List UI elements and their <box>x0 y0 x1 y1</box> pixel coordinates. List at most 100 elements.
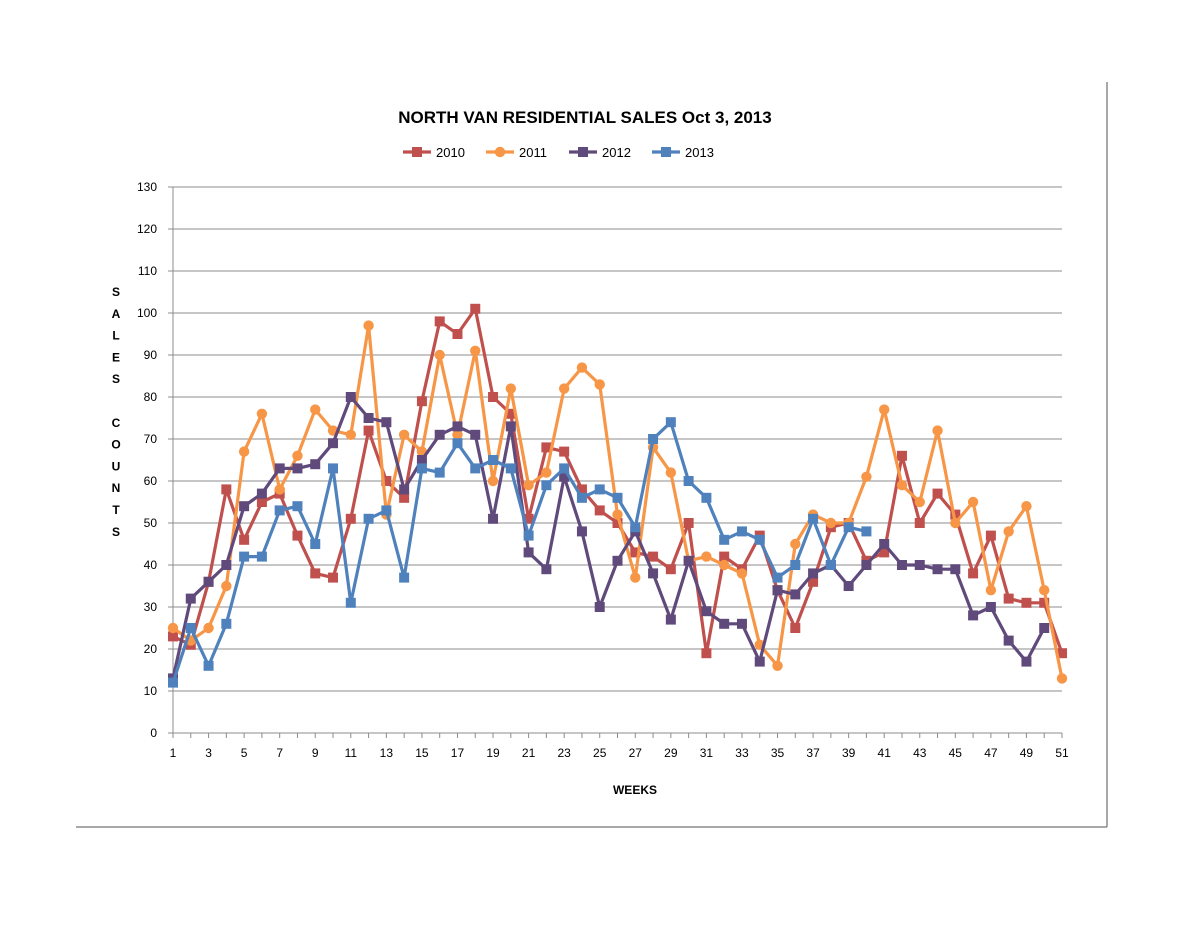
data-point-2012 <box>310 459 321 470</box>
data-point-2013 <box>772 572 783 583</box>
x-tick-label: 11 <box>345 746 358 760</box>
y-tick-label: 10 <box>144 684 158 698</box>
data-point-2011 <box>594 379 605 390</box>
x-tick-label: 27 <box>629 746 643 760</box>
x-tick-label: 9 <box>312 746 319 760</box>
data-point-2012 <box>488 513 499 524</box>
x-axis-title: WEEKS <box>613 783 657 797</box>
data-point-2013 <box>256 551 267 562</box>
legend-item-2010: 2010 <box>403 145 465 160</box>
series-line-2013 <box>171 420 867 684</box>
data-point-2012 <box>221 560 232 570</box>
y-tick-label: 100 <box>137 306 157 320</box>
x-tick-label: 17 <box>451 746 465 760</box>
x-tick-label: 19 <box>486 746 500 760</box>
data-point-2011 <box>576 362 588 373</box>
gridlines <box>173 186 1062 692</box>
legend-marker <box>578 147 588 157</box>
data-point-2010 <box>399 492 410 503</box>
data-point-2010 <box>1039 597 1050 608</box>
data-point-2012 <box>345 392 356 402</box>
y-tick-label: 70 <box>144 432 158 446</box>
y-axis-title-letter: N <box>112 481 121 495</box>
data-point-2012 <box>896 560 907 570</box>
data-point-2010 <box>292 530 303 541</box>
data-point-2012 <box>523 547 534 558</box>
series-group <box>167 303 1068 688</box>
data-point-2012 <box>808 568 819 579</box>
x-tick-label: 51 <box>1055 746 1069 760</box>
data-point-2013 <box>470 463 481 474</box>
data-point-2012 <box>719 618 730 629</box>
data-point-2012 <box>648 568 659 579</box>
legend-label: 2011 <box>519 145 547 160</box>
data-point-2010 <box>985 530 996 541</box>
data-point-2010 <box>559 446 570 457</box>
y-axis-title-letter: L <box>112 329 119 343</box>
data-point-2011 <box>256 408 268 419</box>
data-point-2013 <box>754 534 765 545</box>
data-point-2011 <box>452 429 463 440</box>
data-point-2012 <box>772 585 783 596</box>
data-point-2012 <box>576 526 587 537</box>
data-point-2010 <box>434 316 445 327</box>
data-point-2013 <box>736 526 747 537</box>
data-point-2010 <box>345 513 356 524</box>
data-point-2010 <box>363 425 374 436</box>
data-point-2013 <box>648 434 659 444</box>
data-point-2011 <box>861 471 872 482</box>
data-point-2013 <box>719 534 730 545</box>
data-point-2012 <box>594 602 605 612</box>
data-point-2011 <box>790 538 801 550</box>
legend-marker <box>412 147 422 157</box>
data-point-2013 <box>434 467 445 478</box>
data-point-2010 <box>808 576 819 587</box>
data-point-2012 <box>505 421 516 432</box>
data-point-2012 <box>399 484 410 495</box>
data-point-2011 <box>203 622 214 634</box>
data-point-2011 <box>363 320 374 331</box>
data-point-2013 <box>239 551 250 562</box>
data-point-2010 <box>879 547 890 558</box>
legend-label: 2013 <box>685 145 714 160</box>
data-point-2010 <box>256 497 267 507</box>
data-point-2011 <box>879 404 890 415</box>
y-tick-label: 130 <box>137 180 157 194</box>
y-tick-label: 120 <box>137 222 157 236</box>
data-point-2010 <box>612 518 623 528</box>
data-point-2011 <box>558 383 570 394</box>
data-point-2012 <box>452 421 463 432</box>
x-tick-label: 21 <box>522 746 536 760</box>
series-2012 <box>168 392 1050 684</box>
data-point-2012 <box>612 555 623 566</box>
x-tick-label: 7 <box>276 746 283 760</box>
data-point-2012 <box>790 589 801 600</box>
data-point-2013 <box>523 530 534 541</box>
data-point-2011 <box>310 404 321 415</box>
y-axis-title-letter: U <box>112 459 121 473</box>
data-point-2013 <box>683 476 694 486</box>
data-point-2011 <box>736 568 748 579</box>
y-axis-title-letter: A <box>112 307 121 321</box>
data-point-2013 <box>310 539 321 549</box>
data-point-2011 <box>541 467 552 478</box>
data-point-2012 <box>1021 656 1032 667</box>
x-tick-label: 25 <box>593 746 607 760</box>
data-point-2012 <box>914 560 925 570</box>
data-point-2011 <box>914 496 925 508</box>
legend-item-2011: 2011 <box>486 145 547 160</box>
data-point-2011 <box>825 517 837 529</box>
data-point-2012 <box>701 606 712 617</box>
y-axis-title-letter: O <box>111 438 120 452</box>
data-point-2012 <box>185 593 196 604</box>
data-point-2011 <box>967 496 979 508</box>
data-point-2013 <box>399 572 410 583</box>
data-point-2013 <box>345 597 356 608</box>
data-point-2013 <box>416 463 427 474</box>
data-point-2010 <box>416 396 427 407</box>
x-tick-label: 31 <box>700 746 714 760</box>
data-point-2010 <box>576 484 587 495</box>
data-point-2012 <box>1039 623 1050 633</box>
data-point-2012 <box>274 463 285 474</box>
